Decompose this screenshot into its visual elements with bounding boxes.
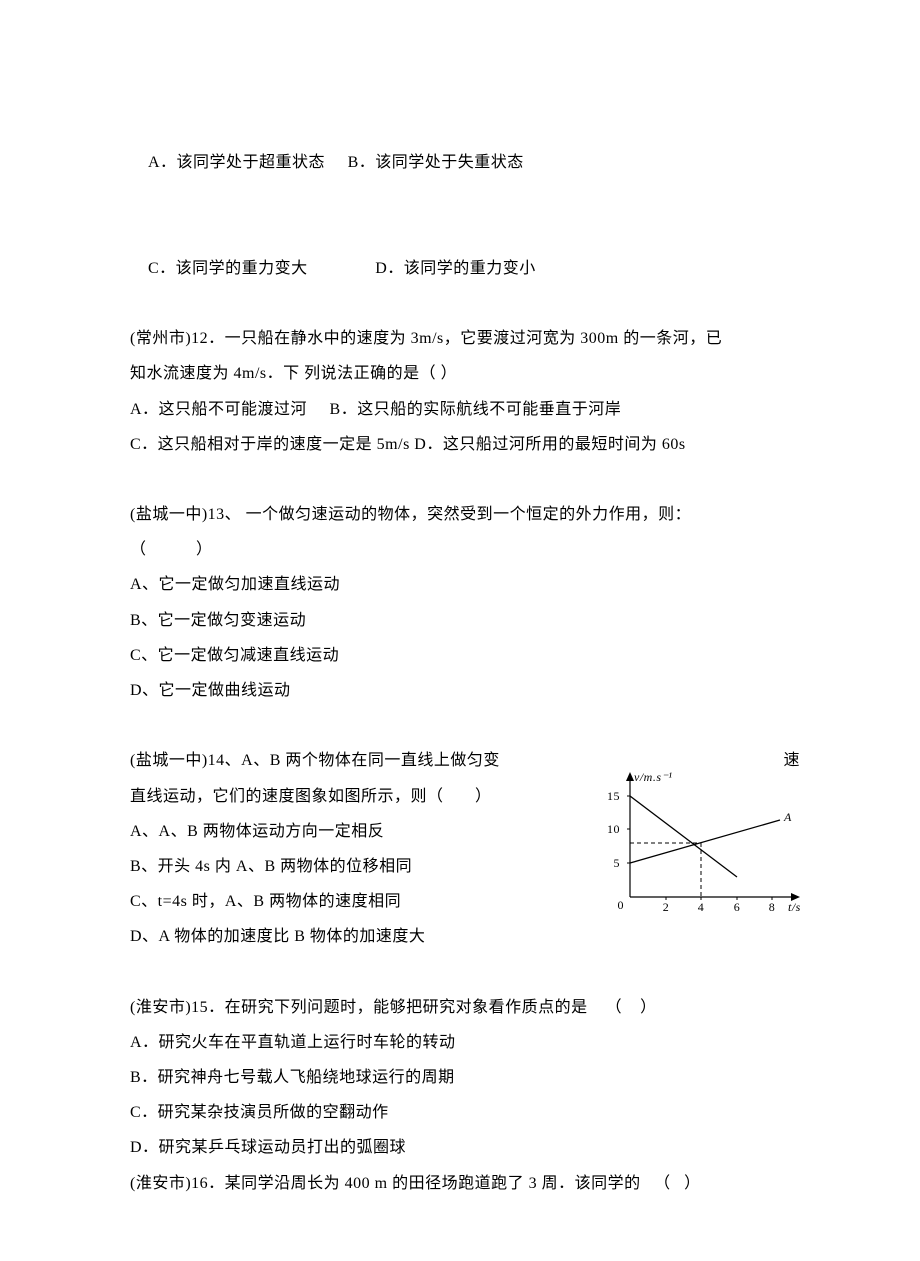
q15-stem: (淮安市)15．在研究下列问题时，能够把研究对象看作质点的是 （ ） — [130, 990, 800, 1025]
blank-line — [130, 955, 800, 990]
q14-stem-left: (盐城一中)14、A、B 两个物体在同一直线上做匀变 — [130, 743, 500, 778]
q11-opt-b: B．该同学处于失重状态 — [348, 154, 524, 171]
blank-line — [130, 462, 800, 497]
axes — [626, 772, 800, 901]
q15-opt-a: A．研究火车在平直轨道上运行时车轮的转动 — [130, 1025, 800, 1060]
q14-stem-line2: 直线运动，它们的速度图象如图所示，则（ ） — [130, 779, 550, 814]
q13-opt-a: A、它一定做匀加速直线运动 — [130, 567, 800, 602]
ytick-10: 10 — [607, 822, 620, 836]
q11-options-line1: A．该同学处于超重状态 B．该同学处于失重状态 — [130, 110, 800, 216]
x-ticks: 2 4 6 8 — [663, 897, 776, 914]
q13-opt-c: C、它一定做匀减速直线运动 — [130, 638, 800, 673]
q12-options-line2: C．这只船相对于岸的速度一定是 5m/s D．这只船过河所用的最短时间为 60s — [130, 427, 800, 462]
q15-opt-d: D．研究某乒乓球运动员打出的弧圈球 — [130, 1130, 800, 1165]
q14-opt-d: D、A 物体的加速度比 B 物体的加速度大 — [130, 919, 800, 954]
q11-opt-d: D．该同学的重力变小 — [375, 260, 536, 277]
ytick-5: 5 — [614, 856, 621, 870]
velocity-time-chart: 5 10 15 2 4 6 8 0 — [590, 767, 810, 917]
x-axis-label: t/s — [788, 900, 801, 914]
q14-text-block: 直线运动，它们的速度图象如图所示，则（ ） A、A、B 两物体运动方向一定相反 … — [130, 779, 550, 885]
q15-opt-b: B．研究神舟七号载人飞船绕地球运行的周期 — [130, 1060, 800, 1095]
series-a-label: A — [783, 810, 792, 824]
q13-opt-d: D、它一定做曲线运动 — [130, 673, 800, 708]
q13-stem-line1: (盐城一中)13、 一个做匀速运动的物体，突然受到一个恒定的外力作用，则： — [130, 497, 800, 532]
exam-page: A．该同学处于超重状态 B．该同学处于失重状态 C．该同学的重力变大 D．该同学… — [0, 0, 920, 1261]
origin-label: 0 — [618, 898, 625, 912]
q12-stem-line2: 知水流速度为 4m/s．下 列说法正确的是（ ） — [130, 356, 800, 391]
q12-options-line1: A．这只船不可能渡过河 B．这只船的实际航线不可能垂直于河岸 — [130, 392, 800, 427]
q11-opt-c: C．该同学的重力变大 — [148, 260, 308, 277]
xtick-2: 2 — [663, 900, 670, 914]
q16-stem: (淮安市)16．某同学沿周长为 400 m 的田径场跑道跑了 3 周．该同学的 … — [130, 1166, 800, 1201]
y-ticks: 5 10 15 — [607, 789, 630, 870]
y-axis-label: v/m.s⁻¹ — [634, 770, 672, 784]
xtick-6: 6 — [734, 900, 741, 914]
q15-opt-c: C．研究某杂技演员所做的空翻动作 — [130, 1095, 800, 1130]
q12-stem-line1: (常州市)12．一只船在静水中的速度为 3m/s，它要渡过河宽为 300m 的一… — [130, 321, 800, 356]
blank-line — [130, 708, 800, 743]
q14-opt-a: A、A、B 两物体运动方向一定相反 — [130, 814, 550, 849]
xtick-8: 8 — [769, 900, 776, 914]
xtick-4: 4 — [698, 900, 705, 914]
q14-opt-b: B、开头 4s 内 A、B 两物体的位移相同 — [130, 849, 550, 884]
q14-block: (盐城一中)14、A、B 两个物体在同一直线上做匀变 速 直线运动，它们的速度图… — [130, 743, 800, 954]
q13-opt-b: B、它一定做匀变速运动 — [130, 603, 800, 638]
q13-stem-line2: （ ） — [130, 532, 800, 567]
ytick-15: 15 — [607, 789, 620, 803]
chart-svg: 5 10 15 2 4 6 8 0 — [590, 767, 810, 917]
series-a-line — [630, 820, 780, 863]
q11-opt-a: A．该同学处于超重状态 — [148, 154, 325, 171]
q11-options-line2: C．该同学的重力变大 D．该同学的重力变小 — [130, 216, 800, 322]
